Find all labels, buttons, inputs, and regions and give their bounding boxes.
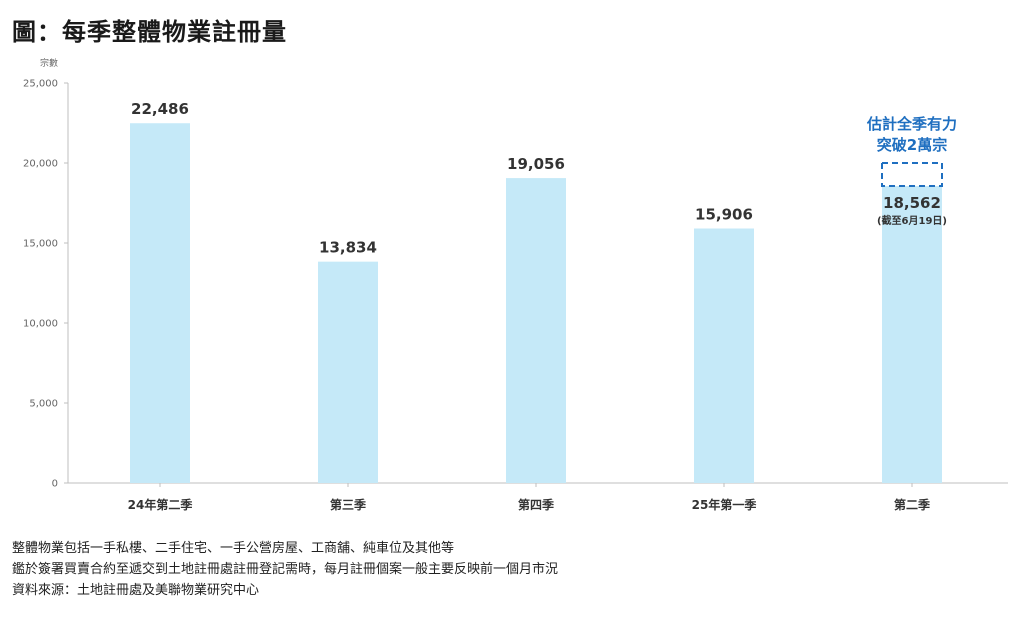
estimate-label-line2: 突破2萬宗 xyxy=(877,136,947,154)
x-category-label: 第四季 xyxy=(518,497,555,512)
estimate-dashed-box xyxy=(881,162,943,188)
bar-5 xyxy=(882,186,942,483)
x-category-label: 第二季 xyxy=(894,497,931,512)
y-tick-label: 25,000 xyxy=(23,79,58,90)
data-label: 18,562 xyxy=(883,194,941,212)
bar-4 xyxy=(694,228,754,483)
y-axis-unit: 宗數 xyxy=(40,57,58,69)
data-label: 19,056 xyxy=(507,155,565,173)
x-category-label: 第三季 xyxy=(330,497,367,512)
data-label: 13,834 xyxy=(319,239,377,257)
x-category-label: 25年第一季 xyxy=(692,497,758,512)
footnote-lag: 鑑於簽署買賣合約至遞交到土地註冊處註冊登記需時，每月註冊個案一般主要反映前一個月… xyxy=(12,562,559,577)
bar-2 xyxy=(318,261,378,483)
footnotes: 整體物業包括一手私樓、二手住宅、一手公營房屋、工商舖、純車位及其他等 鑑於簽署買… xyxy=(12,538,558,601)
cutoff-date-note: (截至6月19日) xyxy=(877,214,947,227)
y-tick-label: 10,000 xyxy=(23,319,58,330)
y-tick-label: 15,000 xyxy=(23,239,58,250)
bar-chart: 宗數 0 5,000 10,000 15,000 20,000 25,000 24年第二季 第… xyxy=(23,57,1008,512)
chart-bars xyxy=(130,123,942,483)
estimate-label-line1: 估計全季有力 xyxy=(866,115,957,133)
page-title: 圖：每季整體物業註冊量 xyxy=(12,18,287,46)
y-tick-label: 5,000 xyxy=(29,399,58,410)
bar-3 xyxy=(506,178,566,483)
y-tick-label: 0 xyxy=(52,479,58,490)
data-label: 22,486 xyxy=(131,100,189,118)
footnote-scope: 整體物業包括一手私樓、二手住宅、一手公營房屋、工商舖、純車位及其他等 xyxy=(12,541,455,556)
bar-1 xyxy=(130,123,190,483)
data-label: 15,906 xyxy=(695,206,753,224)
chart-labels: 24年第二季 第三季 第四季 25年第一季 第二季 22,486 13,834 19,056 1… xyxy=(128,100,957,512)
y-tick-label: 20,000 xyxy=(23,159,58,170)
footnote-source: 資料來源：土地註冊處及美聯物業研究中心 xyxy=(12,583,260,598)
x-category-label: 24年第二季 xyxy=(128,497,194,512)
